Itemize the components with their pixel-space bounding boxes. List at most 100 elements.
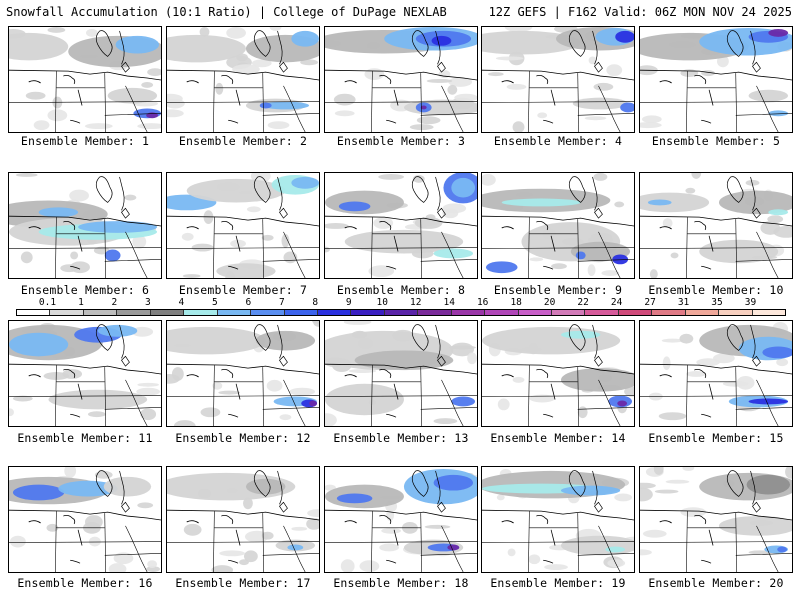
ensemble-member-label: Ensemble Member: 8	[336, 283, 466, 297]
ensemble-map-panel	[324, 320, 478, 427]
ensemble-map-panel	[481, 172, 635, 279]
legend-tick-label: 9	[345, 297, 352, 308]
legend-tick-label: 31	[677, 297, 690, 308]
ensemble-member-label: Ensemble Member: 1	[20, 134, 150, 148]
legend-swatch	[251, 310, 285, 315]
legend-tick-label: 8	[312, 297, 319, 308]
legend-swatch	[184, 310, 218, 315]
ensemble-member-label: Ensemble Member: 5	[651, 134, 781, 148]
snowfall-map	[482, 173, 634, 278]
ensemble-map-panel	[639, 172, 793, 279]
legend-swatch	[317, 310, 352, 315]
legend-tick-label: 24	[610, 297, 623, 308]
snowfall-map	[640, 173, 792, 278]
legend-tick-label: 39	[744, 297, 757, 308]
snowfall-color-legend: 0.1 1 2 3 4 5 6 7 8 9 10 12 14 16 18 20 22 24 27 31 35 39	[8, 298, 786, 316]
snowfall-map	[640, 467, 792, 572]
ensemble-map-panel	[166, 320, 320, 427]
snowfall-map	[167, 321, 319, 426]
ensemble-map-panel	[639, 320, 793, 427]
ensemble-member-label: Ensemble Member: 16	[17, 576, 153, 590]
legend-swatch	[418, 310, 452, 315]
ensemble-map-panel	[166, 172, 320, 279]
ensemble-member-label: Ensemble Member: 11	[17, 431, 153, 445]
legend-tick-label: 14	[443, 297, 455, 308]
snowfall-map	[325, 27, 477, 132]
ensemble-member-label: Ensemble Member: 17	[175, 576, 311, 590]
legend-tick-label: 4	[178, 297, 185, 308]
snowfall-map	[167, 27, 319, 132]
ensemble-map-panel	[8, 172, 162, 279]
legend-swatch	[284, 310, 318, 315]
legend-tick-label: 7	[278, 297, 285, 308]
legend-tick-label: 18	[510, 297, 522, 308]
ensemble-map-panel	[8, 466, 162, 573]
legend-tick-label: 10	[376, 297, 388, 308]
legend-labels: 0.1 1 2 3 4 5 6 7 8 9 10 12 14 16 18 20 22 24 27 31 35 39	[8, 298, 786, 308]
legend-swatch	[552, 310, 586, 315]
header-bar: Snowfall Accumulation (10:1 Ratio) | Col…	[0, 0, 800, 24]
snowfall-map	[482, 321, 634, 426]
legend-swatch	[685, 310, 720, 315]
run-valid-time: 12Z GEFS | F162 Valid: 06Z MON NOV 24 20…	[488, 5, 792, 19]
ensemble-map-panel	[639, 466, 793, 573]
legend-swatch	[585, 310, 619, 315]
snowfall-map	[482, 27, 634, 132]
ensemble-member-label: Ensemble Member: 7	[178, 283, 308, 297]
legend-tick-label: 16	[476, 297, 489, 308]
ensemble-member-label: Ensemble Member: 9	[493, 283, 623, 297]
legend-swatch	[150, 310, 185, 315]
snowfall-map	[9, 321, 161, 426]
snowfall-map	[325, 467, 477, 572]
snowfall-map	[325, 173, 477, 278]
legend-swatch	[485, 310, 519, 315]
ensemble-member-label: Ensemble Member: 15	[648, 431, 784, 445]
legend-swatch	[618, 310, 653, 315]
snowfall-map	[9, 467, 161, 572]
legend-tick-label: 27	[644, 297, 656, 308]
legend-tick-label: 1	[78, 297, 84, 308]
snowfall-map	[167, 173, 319, 278]
legend-swatch	[384, 310, 419, 315]
legend-tick-label: 35	[711, 297, 723, 308]
legend-tick-label: 12	[410, 297, 422, 308]
ensemble-map-panel	[324, 466, 478, 573]
legend-tick-label: 2	[111, 297, 118, 308]
snowfall-map	[9, 27, 161, 132]
legend-swatch	[17, 310, 51, 315]
ensemble-map-panel	[166, 26, 320, 133]
legend-swatch	[351, 310, 385, 315]
legend-swatch	[117, 310, 151, 315]
ensemble-map-panel	[8, 320, 162, 427]
legend-tick-label: 5	[211, 297, 218, 308]
legend-tick-label: 3	[145, 297, 151, 308]
snowfall-map	[167, 467, 319, 572]
ensemble-member-label: Ensemble Member: 18	[333, 576, 469, 590]
ensemble-map-panel	[481, 320, 635, 427]
snowfall-map	[325, 321, 477, 426]
legend-tick-label: 0.1	[38, 297, 57, 308]
ensemble-member-label: Ensemble Member: 19	[490, 576, 626, 590]
legend-tick-label: 20	[543, 297, 556, 308]
ensemble-map-panel	[481, 466, 635, 573]
ensemble-map-panel	[481, 26, 635, 133]
ensemble-member-label: Ensemble Member: 6	[20, 283, 150, 297]
snowfall-map	[640, 27, 792, 132]
legend-tick-label: 22	[577, 297, 589, 308]
legend-swatch	[83, 310, 118, 315]
legend-color-bar	[16, 309, 786, 316]
ensemble-member-label: Ensemble Member: 13	[333, 431, 469, 445]
ensemble-map-panel	[166, 466, 320, 573]
ensemble-member-label: Ensemble Member: 14	[490, 431, 626, 445]
legend-swatch	[752, 310, 786, 315]
legend-swatch	[652, 310, 686, 315]
snowfall-map	[482, 467, 634, 572]
ensemble-map-panel	[639, 26, 793, 133]
ensemble-map-panel	[324, 26, 478, 133]
ensemble-map-panel	[8, 26, 162, 133]
map-title: Snowfall Accumulation (10:1 Ratio) | Col…	[6, 5, 447, 19]
ensemble-member-label: Ensemble Member: 2	[178, 134, 308, 148]
ensemble-member-label: Ensemble Member: 3	[336, 134, 466, 148]
legend-swatch	[50, 310, 84, 315]
legend-swatch	[451, 310, 486, 315]
